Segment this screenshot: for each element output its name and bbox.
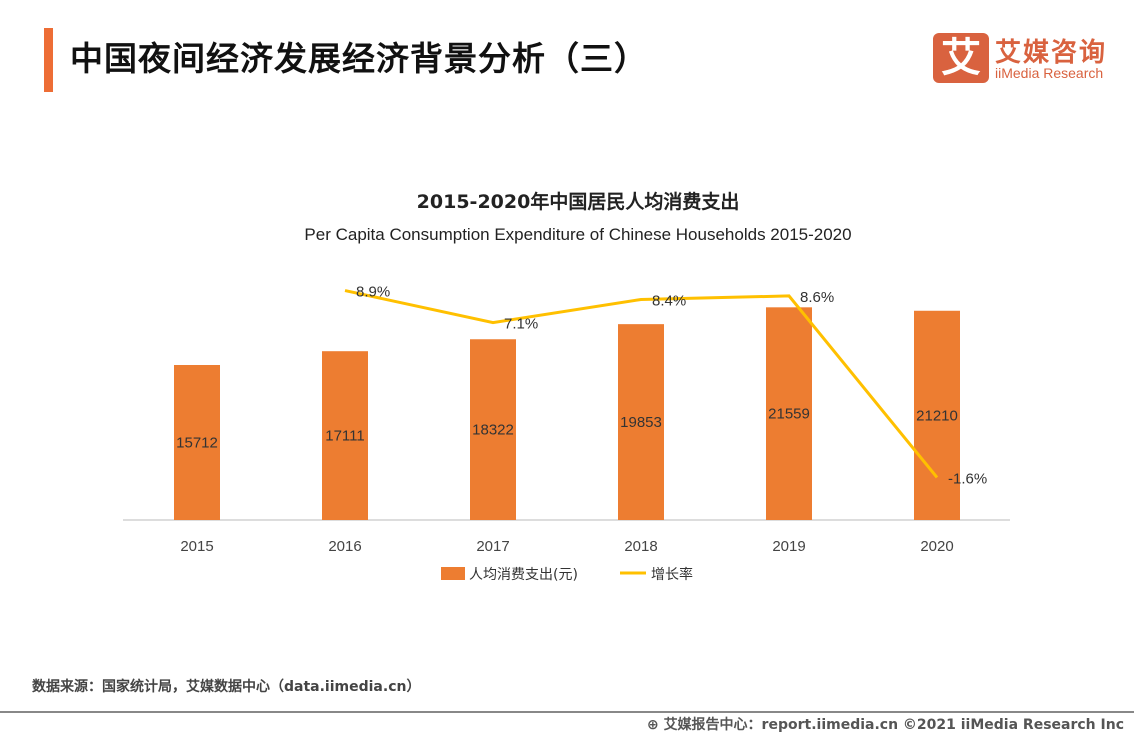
bar-label: 21559 — [768, 406, 810, 423]
footer-text: 艾媒报告中心：report.iimedia.cn ©2021 iiMedia R… — [663, 717, 1124, 733]
title-accent-bar — [44, 28, 53, 92]
page-title: 中国夜间经济发展经济背景分析（三） — [70, 39, 648, 78]
bar — [174, 365, 220, 520]
line-label: 8.6% — [800, 289, 834, 306]
bar — [914, 310, 960, 520]
bar-label: 17111 — [325, 428, 365, 445]
footer-divider — [0, 711, 1134, 713]
bar-label: 21210 — [916, 407, 958, 424]
bar — [470, 339, 516, 520]
line-label: 8.9% — [356, 284, 390, 301]
footer-copyright: ⊕ 艾媒报告中心：report.iimedia.cn ©2021 iiMedia… — [646, 717, 1124, 733]
growth-line — [344, 289, 939, 479]
logo-text-cn: 艾媒咨询 — [995, 38, 1108, 68]
bar — [766, 307, 812, 520]
x-tick-label: 2020 — [920, 538, 953, 555]
x-tick-label: 2016 — [328, 538, 361, 555]
bar-label: 18322 — [472, 422, 514, 439]
line-label: 7.1% — [504, 316, 538, 333]
logo-icon: 艾 — [933, 33, 989, 83]
line-label: 8.4% — [652, 292, 686, 309]
chart-title: 2015-2020年中国居民人均消费支出 — [416, 191, 740, 213]
chart-subtitle: Per Capita Consumption Expenditure of Ch… — [304, 225, 852, 244]
x-tick-label: 2017 — [476, 538, 509, 555]
bar-label: 15712 — [176, 435, 218, 452]
line-label: -1.6% — [948, 470, 987, 487]
bar-label: 19853 — [620, 414, 662, 431]
x-tick-label: 2018 — [624, 538, 657, 555]
logo-text-en: iiMedia Research — [995, 65, 1104, 81]
bar — [618, 324, 664, 520]
data-source: 数据来源：国家统计局，艾媒数据中心（data.iimedia.cn） — [32, 679, 421, 695]
bar — [322, 351, 368, 520]
x-tick-label: 2015 — [180, 538, 213, 555]
legend-line-label: 增长率 — [651, 566, 693, 583]
legend-bar-swatch — [441, 567, 465, 580]
legend-bar-label: 人均消费支出(元) — [469, 567, 578, 583]
x-tick-label: 2019 — [772, 538, 805, 555]
